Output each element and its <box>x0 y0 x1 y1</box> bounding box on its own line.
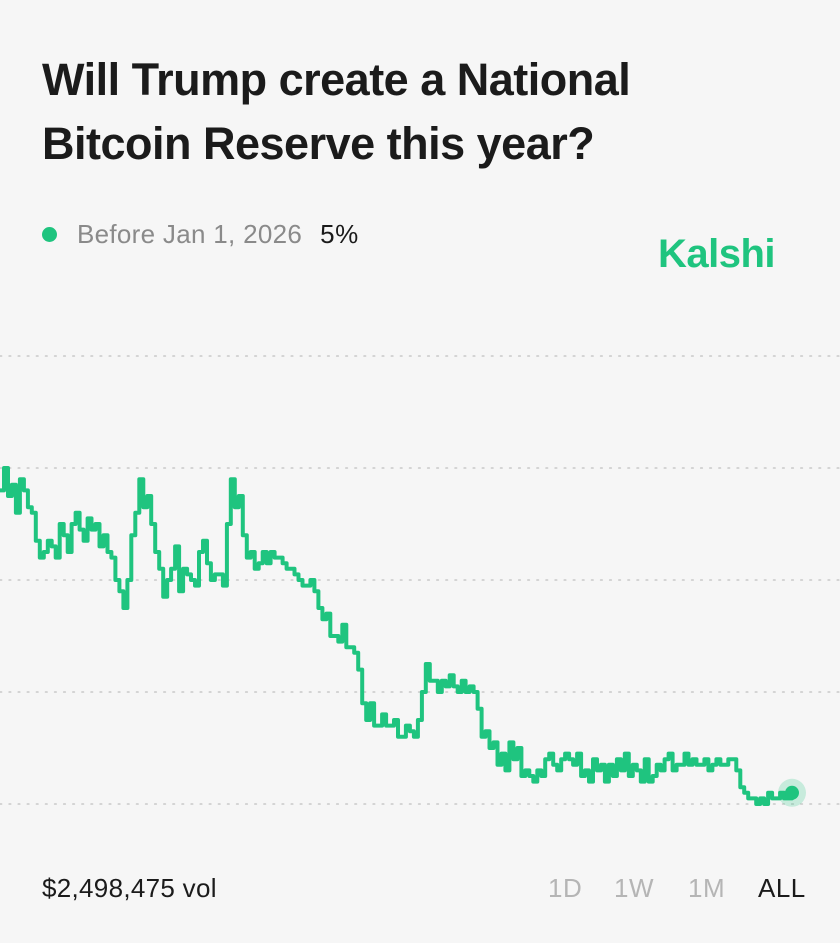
legend: Before Jan 1, 2026 5% <box>42 218 359 250</box>
price-chart[interactable] <box>0 300 840 860</box>
range-all-button[interactable]: ALL <box>758 873 806 903</box>
market-title: Will Trump create a National Bitcoin Res… <box>42 48 802 176</box>
kalshi-logo: Kalshi <box>658 232 776 276</box>
market-title-line-2: Bitcoin Reserve this year? <box>42 118 595 169</box>
legend-value: 5% <box>320 218 359 249</box>
range-1d-button[interactable]: 1D <box>548 873 583 903</box>
volume-label: $2,498,475 vol <box>42 873 217 903</box>
series-line <box>0 466 794 806</box>
legend-dot-icon <box>42 226 57 242</box>
market-title-line-1: Will Trump create a National <box>42 54 631 105</box>
range-1m-button[interactable]: 1M <box>688 873 726 903</box>
range-1w-button[interactable]: 1W <box>614 873 654 903</box>
current-point <box>785 785 799 800</box>
legend-label: Before Jan 1, 2026 <box>77 218 303 249</box>
time-range-selector: 1D 1W 1M ALL <box>0 873 840 909</box>
